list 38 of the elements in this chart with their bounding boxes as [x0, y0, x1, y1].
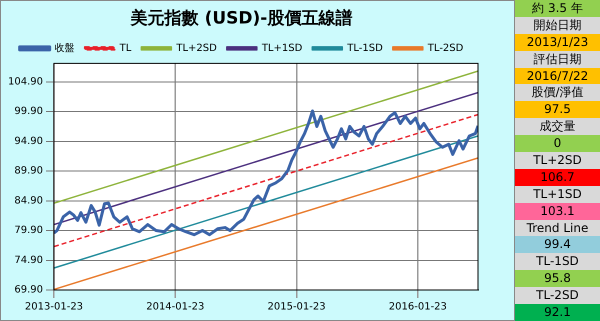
- legend-label: TL: [118, 42, 132, 54]
- text: 97.5: [515, 101, 600, 118]
- y-tick-label: 84.90: [14, 195, 43, 206]
- text: TL-2SD: [515, 287, 600, 304]
- text: 92.1: [515, 304, 600, 321]
- text: 開始日期: [515, 16, 600, 34]
- y-tick-label: 99.90: [14, 106, 43, 118]
- x-tick-label: 2015-01-23: [268, 302, 326, 313]
- y-tick-label: 89.90: [14, 166, 43, 177]
- text: TL-1SD: [515, 253, 600, 270]
- text: 99.4: [515, 236, 600, 254]
- text: Trend Line: [515, 220, 600, 236]
- legend-label: 收盤: [54, 42, 75, 54]
- legend-label: TL+2SD: [175, 42, 218, 54]
- y-tick-label: 104.90: [8, 76, 43, 88]
- legend-label: TL-1SD: [346, 42, 384, 54]
- x-tick-label: 2016-01-23: [388, 302, 447, 313]
- y-tick-label: 79.90: [14, 225, 43, 236]
- legend-label: TL-2SD: [426, 42, 464, 54]
- text: 0: [515, 135, 600, 152]
- text: 成交量: [515, 118, 600, 136]
- text: 106.7: [515, 168, 600, 186]
- text: 股價/淨值: [515, 84, 600, 102]
- text: 2013/1/23: [515, 34, 600, 51]
- chart-title: 美元指數 (USD)-股價五線譜: [130, 8, 352, 29]
- text: 約 3.5 年: [515, 0, 600, 17]
- legend-label: TL+1SD: [260, 42, 303, 54]
- text: TL+1SD: [515, 186, 600, 203]
- text: 評估日期: [515, 50, 600, 68]
- text: 2016/7/22: [515, 68, 600, 84]
- text: 95.8: [515, 270, 600, 288]
- y-tick-label: 69.90: [14, 284, 43, 296]
- x-tick-label: 2014-01-23: [146, 302, 204, 313]
- y-tick-label: 94.90: [14, 136, 43, 147]
- y-tick-label: 74.90: [14, 254, 43, 266]
- text: 103.1: [515, 202, 600, 220]
- x-tick-label: 2013-01-23: [24, 302, 84, 313]
- text: TL+2SD: [515, 152, 600, 169]
